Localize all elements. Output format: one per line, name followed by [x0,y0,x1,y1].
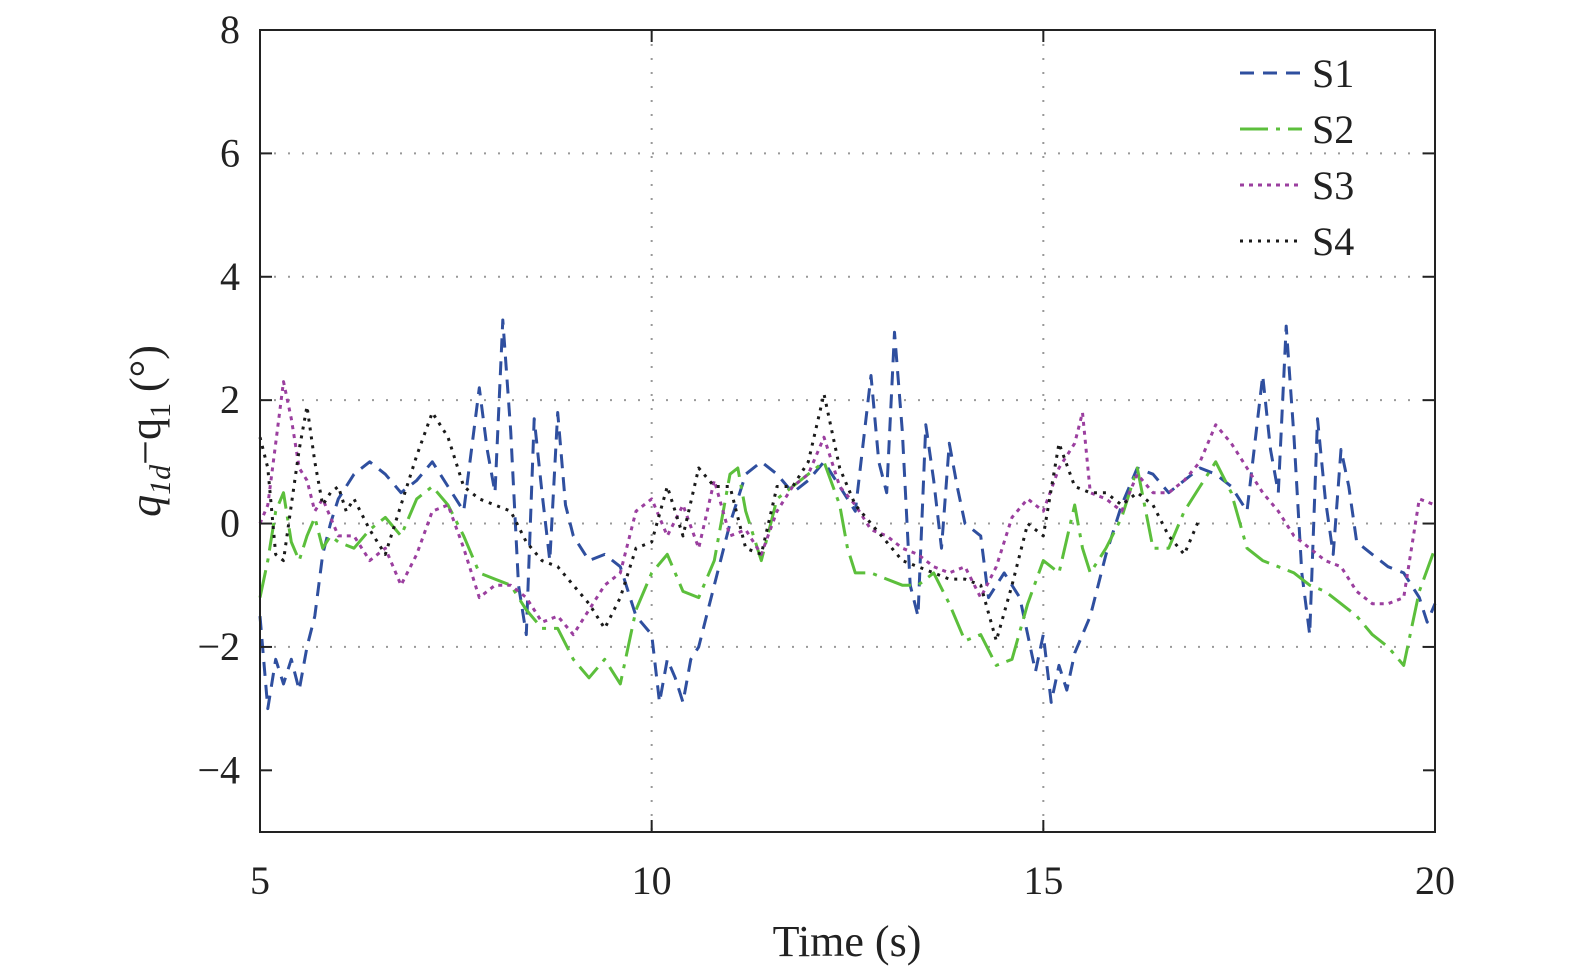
x-tick-label: 15 [1023,858,1063,903]
legend-label-s3: S3 [1312,163,1354,208]
y-axis-title-sub1: 1d [144,464,177,495]
y-tick-labels: −4 −2 0 2 4 6 8 [197,7,240,792]
series-line-s4 [258,392,1202,643]
series-group [258,318,1437,711]
y-tick-label: 0 [220,501,240,546]
series-line-s1 [258,318,1437,711]
y-tick-label: 2 [220,377,240,422]
x-tick-label: 5 [250,858,270,903]
x-axis-title: Time (s) [773,917,922,966]
legend: S1 S2 S3 S4 [1240,51,1354,264]
y-axis-title-unit: (°) [121,345,170,403]
x-tick-labels: 5 10 15 20 [250,858,1455,903]
legend-label-s4: S4 [1312,219,1354,264]
series-line-s2 [258,460,1437,686]
y-tick-label: 4 [220,254,240,299]
plot-frame [259,29,1436,833]
plot-area [260,30,1435,832]
y-axis-title-q: q [121,495,170,517]
x-tick-label: 20 [1415,858,1455,903]
y-axis-title: q1d−q1 (°) [121,345,177,517]
ticks [259,29,1436,832]
y-tick-label: −4 [197,747,240,792]
y-tick-label: −2 [197,624,240,669]
y-tick-label: 8 [220,7,240,52]
y-tick-label: 6 [220,130,240,175]
legend-label-s1: S1 [1312,51,1354,96]
y-axis-title-sep: −q [121,418,170,465]
legend-label-s2: S2 [1312,107,1354,152]
x-tick-label: 10 [632,858,672,903]
y-axis-title-sub2: 1 [144,403,177,418]
